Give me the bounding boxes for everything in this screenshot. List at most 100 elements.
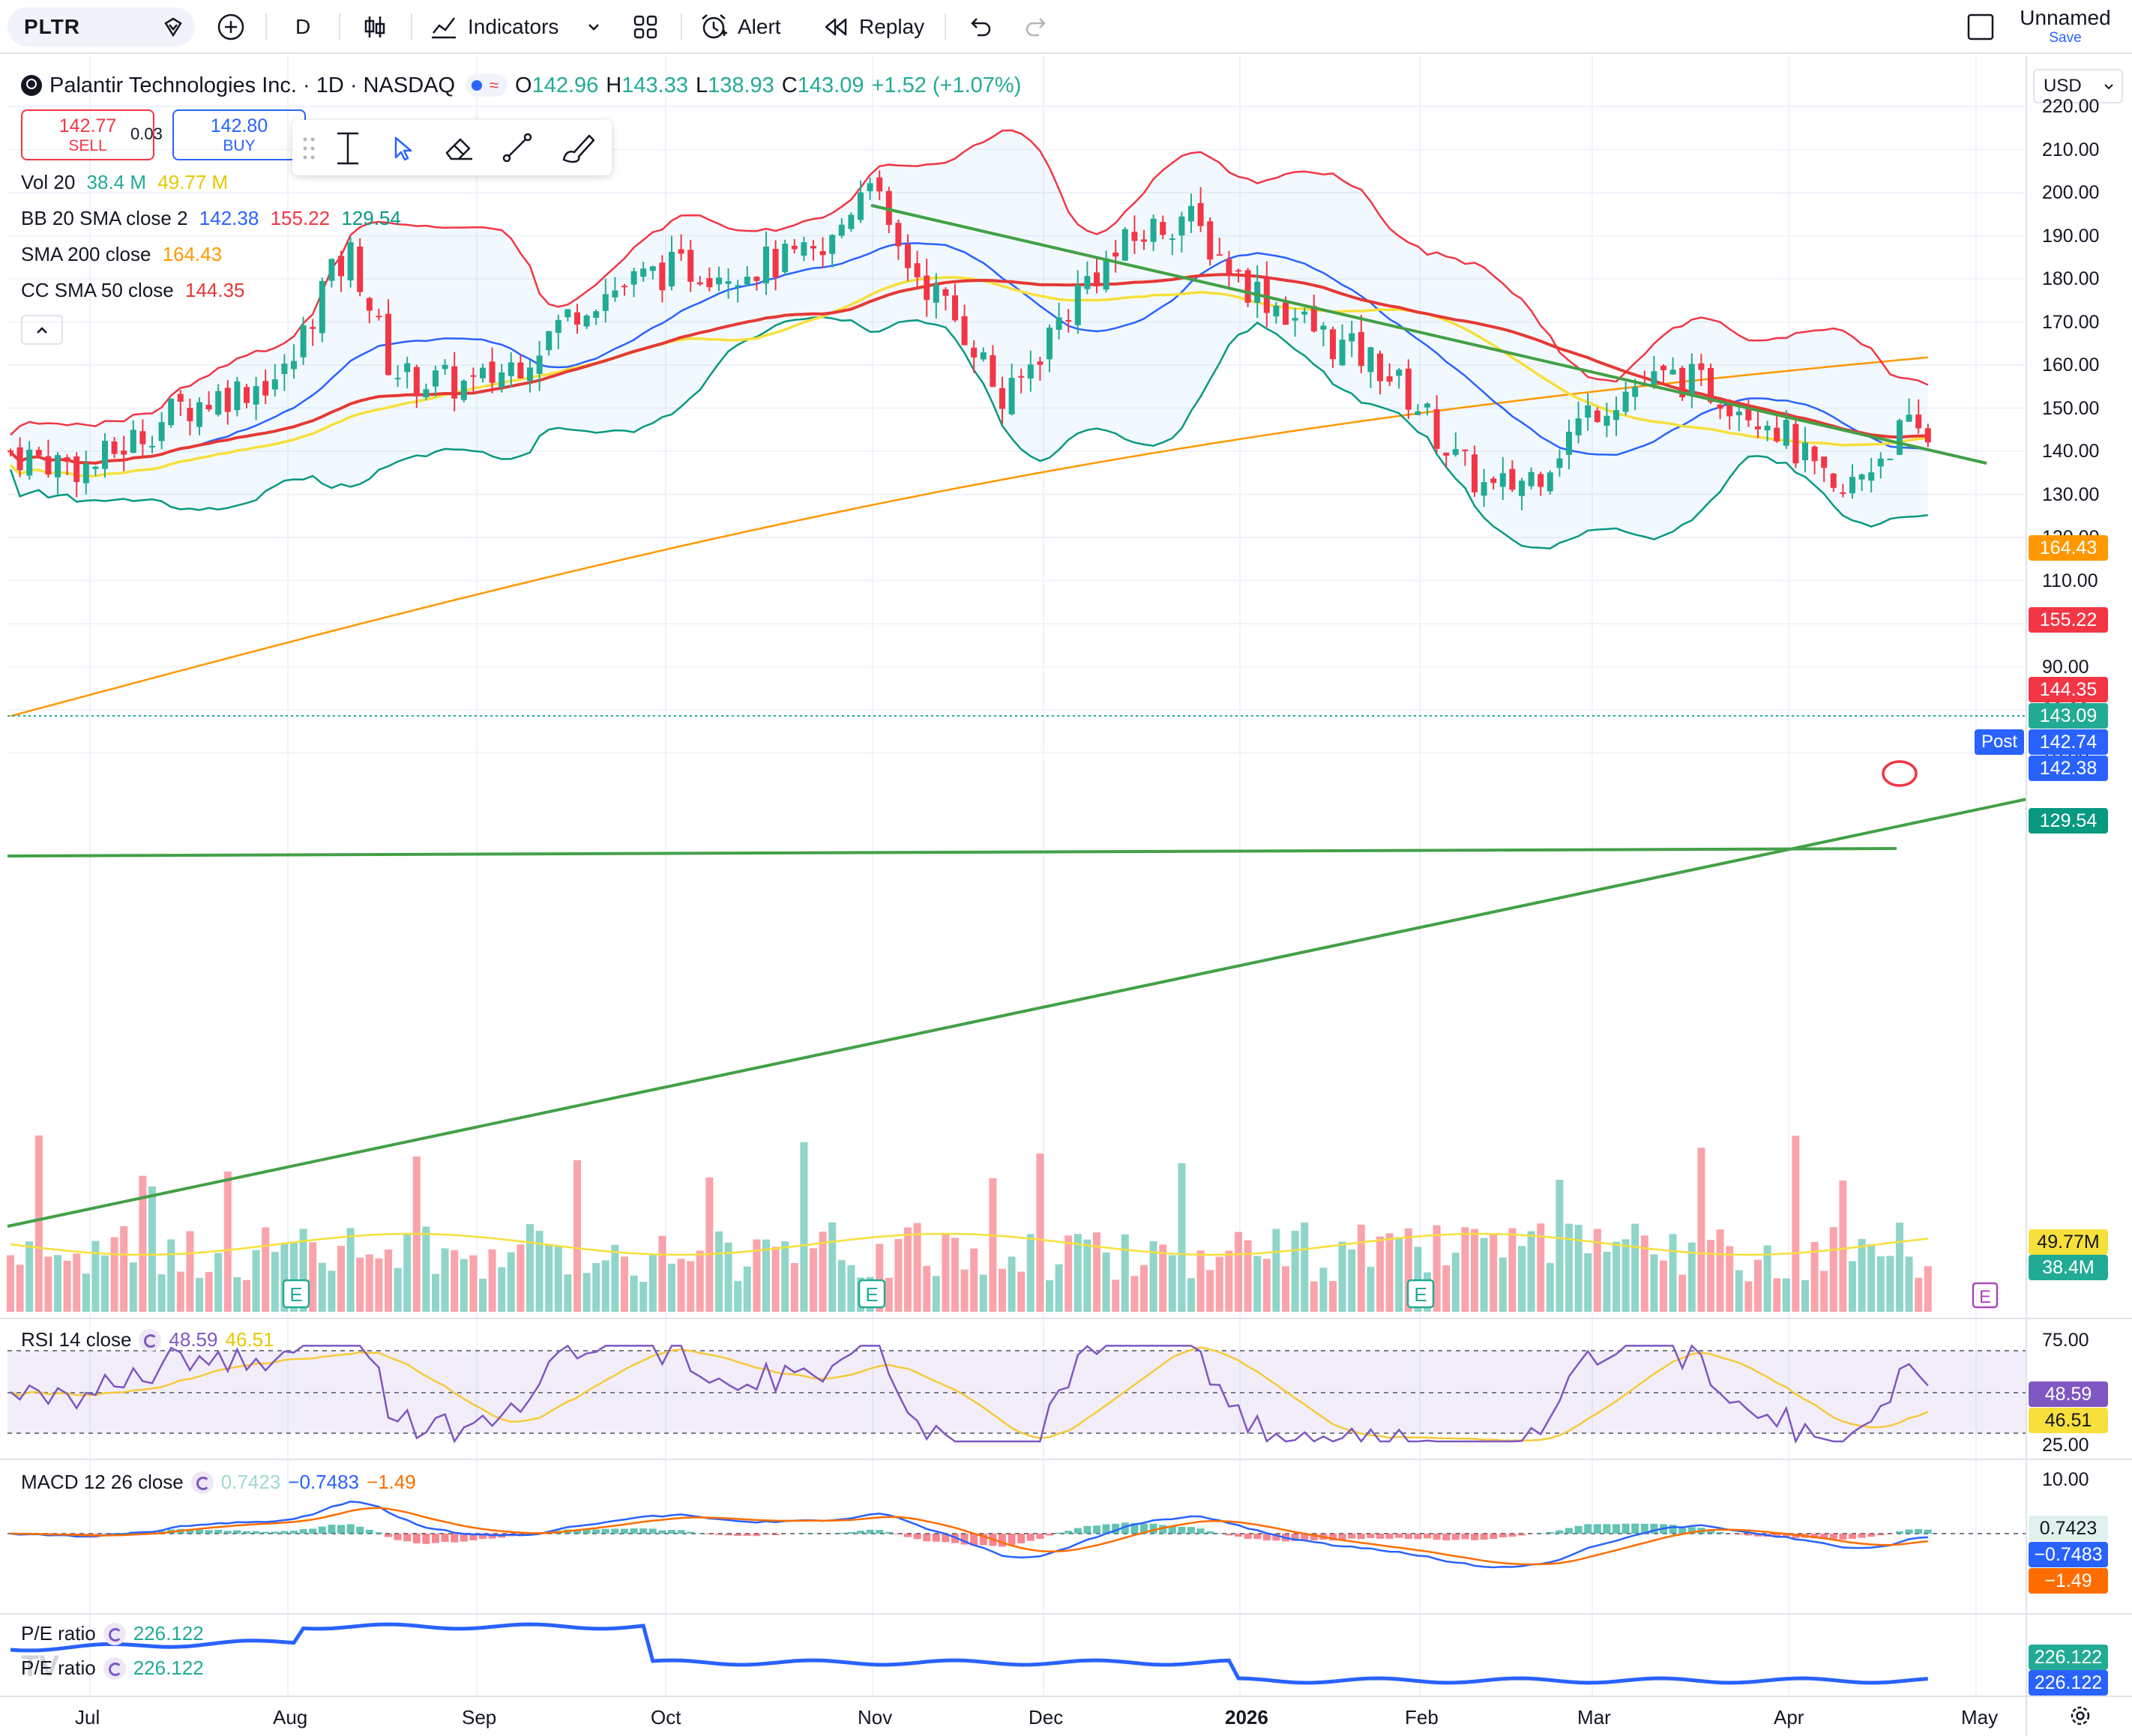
volume-bar xyxy=(479,1278,487,1312)
candle xyxy=(980,347,987,362)
add-symbol-button[interactable] xyxy=(216,0,246,54)
layout-menu-button[interactable] xyxy=(1966,0,1996,54)
volume-bar xyxy=(1262,1259,1271,1312)
macd-hist-bar xyxy=(837,1532,846,1534)
currency-select[interactable]: USD xyxy=(2033,69,2123,103)
symbol-title[interactable]: Palantir Technologies Inc. · 1D · NASDAQ xyxy=(49,73,456,97)
macd-hist-bar xyxy=(734,1534,742,1537)
cursor-arrow-icon[interactable] xyxy=(388,133,418,163)
layout-name-block[interactable]: Unnamed Save xyxy=(2017,6,2114,46)
candle xyxy=(271,364,278,397)
measure-icon[interactable] xyxy=(330,129,366,168)
macd-hist-bar xyxy=(290,1531,298,1534)
candles-icon xyxy=(364,16,385,37)
indicators-label: Indicators xyxy=(468,15,559,38)
rsi-legend[interactable]: RSI 14 close 48.59 46.51 xyxy=(21,1328,274,1351)
candle xyxy=(1310,295,1317,333)
brush-icon[interactable] xyxy=(558,130,598,166)
macd-legend-name: MACD 12 26 close xyxy=(21,1471,184,1493)
cycle-icon[interactable] xyxy=(190,1471,214,1494)
earnings-marker-upcoming[interactable]: E xyxy=(1972,1282,1999,1309)
macd-hist-bar xyxy=(1640,1523,1648,1534)
macd-hist-bar xyxy=(337,1525,345,1534)
interval-button[interactable]: D xyxy=(295,15,311,38)
collapse-legend-button[interactable] xyxy=(21,315,63,345)
volume-bar xyxy=(1093,1232,1100,1312)
macd-hist-bar xyxy=(1678,1527,1687,1534)
sma200-legend[interactable]: SMA 200 close 164.43 xyxy=(21,243,222,266)
sell-button[interactable]: 142.77 SELL xyxy=(21,109,154,160)
candle xyxy=(961,304,968,346)
volume-bar xyxy=(1404,1228,1412,1312)
chart-type-button[interactable] xyxy=(360,0,390,54)
volume-bar xyxy=(876,1244,884,1312)
bb-lower-line xyxy=(9,316,1928,549)
macd-line xyxy=(10,1501,1928,1569)
volume-bar xyxy=(545,1244,553,1312)
earnings-marker[interactable]: E xyxy=(1406,1279,1435,1309)
volume-bar xyxy=(1858,1238,1866,1312)
volume-bar xyxy=(262,1227,270,1312)
rsi-ma-line xyxy=(10,1346,1929,1442)
layout-name: Unnamed xyxy=(2020,6,2111,29)
trendline-tool-icon[interactable] xyxy=(499,130,535,166)
rsi-ma-value-tag: 46.51 xyxy=(2029,1408,2108,1433)
volume-bar xyxy=(1395,1237,1403,1312)
volume-bar xyxy=(942,1233,950,1312)
candle xyxy=(1047,324,1053,373)
macd-hist-bar xyxy=(1140,1523,1148,1534)
volume-bar xyxy=(167,1239,175,1312)
plus-circle-icon xyxy=(217,13,244,40)
pe-legend[interactable]: P/E ratio 226.122 xyxy=(21,1622,204,1645)
volume-legend[interactable]: Vol 20 38.4 M 49.77 M xyxy=(21,171,228,194)
symbol-compare-icon[interactable] xyxy=(160,14,186,40)
cycle-icon[interactable] xyxy=(139,1328,162,1351)
volume-bar xyxy=(790,1263,798,1312)
eraser-icon[interactable] xyxy=(442,130,477,165)
redo-button[interactable] xyxy=(1023,0,1051,54)
earnings-marker[interactable]: E xyxy=(858,1279,886,1309)
candle xyxy=(952,283,958,322)
chevron-down-icon[interactable] xyxy=(585,19,602,35)
sma-50-line xyxy=(9,273,1928,465)
axis-settings-button[interactable] xyxy=(2068,1703,2093,1729)
drag-handle-icon[interactable] xyxy=(301,135,316,162)
volume-bar xyxy=(1716,1229,1724,1312)
volume-bar xyxy=(1631,1223,1639,1312)
rsi-legend-name: RSI 14 close xyxy=(21,1328,132,1351)
candle xyxy=(328,258,335,288)
time-axis-label: Feb xyxy=(1405,1706,1439,1729)
save-link[interactable]: Save xyxy=(2049,30,2082,46)
undo-button[interactable] xyxy=(966,0,994,54)
macd-legend[interactable]: MACD 12 26 close 0.7423 −0.7483 −1.49 xyxy=(21,1471,416,1494)
redo-icon xyxy=(1026,18,1046,37)
cycle-icon[interactable] xyxy=(103,1622,126,1645)
templates-button[interactable] xyxy=(631,0,660,54)
volume-bar xyxy=(488,1249,496,1312)
buy-button[interactable]: 142.80 BUY xyxy=(172,109,306,160)
symbol-search[interactable]: PLTR xyxy=(7,7,195,46)
macd-hist-bar xyxy=(847,1531,855,1534)
macd-hist-bar xyxy=(299,1529,307,1534)
volume-bar xyxy=(1584,1253,1592,1312)
rsi-legend-value: 48.59 xyxy=(169,1328,218,1351)
alarm-clock-icon xyxy=(702,14,727,39)
market-status-icon[interactable]: ≈ xyxy=(466,74,508,97)
pe-legend-2[interactable]: P/E ratio 226.122 xyxy=(21,1657,204,1680)
bb-legend[interactable]: BB 20 SMA close 2 142.38 155.22 129.54 xyxy=(21,207,401,230)
volume-bar xyxy=(1112,1280,1120,1312)
macd-hist-bar xyxy=(432,1534,439,1543)
earnings-marker[interactable]: E xyxy=(282,1279,310,1309)
indicators-button[interactable]: Indicators xyxy=(429,0,602,54)
macd-hist-bar xyxy=(1621,1523,1630,1534)
alert-button[interactable]: Alert xyxy=(699,0,781,54)
replay-button[interactable]: Replay xyxy=(820,0,924,54)
candle xyxy=(1349,320,1355,358)
volume-bar xyxy=(1565,1223,1573,1312)
sma50-legend[interactable]: CC SMA 50 close 144.35 xyxy=(21,279,245,302)
sma200-price-tag: 164.43 xyxy=(2029,535,2108,561)
volume-bar xyxy=(800,1142,808,1312)
macd-hist-bar xyxy=(677,1530,685,1534)
cycle-icon[interactable] xyxy=(103,1657,126,1680)
